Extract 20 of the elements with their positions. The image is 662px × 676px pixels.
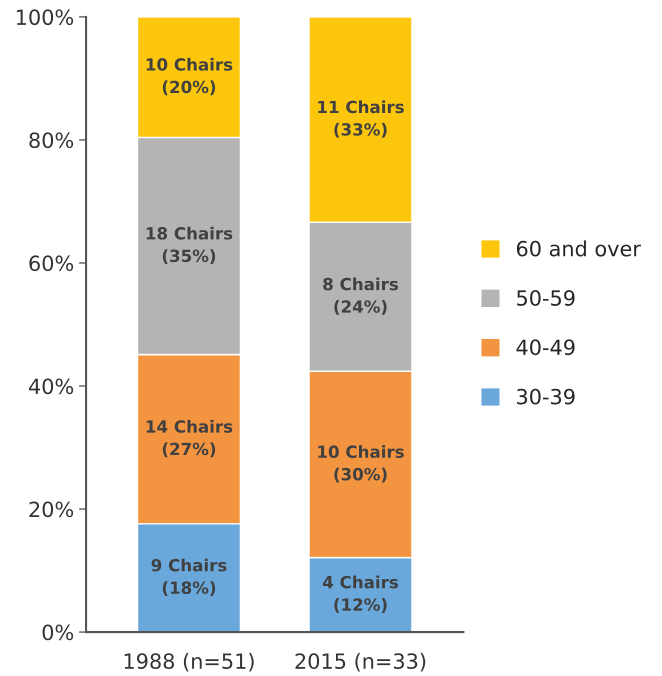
legend-label: 40-49 (516, 339, 575, 356)
data-label: 10 Chairs (20%) (146, 58, 232, 96)
data-label: 4 Chairs (12%) (322, 576, 398, 613)
y-tick-label: 20% (29, 501, 74, 518)
data-label: 8 Chairs (24%) (323, 278, 398, 315)
y-tick-label: 100% (16, 9, 74, 26)
data-label: 18 Chairs (35%) (146, 226, 232, 264)
y-tick-label: 40% (28, 378, 74, 394)
x-tick-label: 2015 (n=33) (295, 652, 426, 672)
x-tick-label: 1988 (n=51) (124, 652, 254, 672)
data-label: 9 Chairs (18%) (152, 558, 226, 596)
y-tick-label: 0% (42, 624, 74, 640)
legend-label: 50-59 (517, 290, 575, 306)
data-label: 11 Chairs (33%) (318, 100, 404, 138)
y-tick-label: 80% (29, 132, 74, 148)
y-tick-label: 60% (29, 255, 74, 272)
data-label: 14 Chairs (27%) (146, 420, 232, 458)
data-label: 10 Chairs (30%) (318, 445, 404, 482)
legend-label: 60 and over (516, 240, 641, 257)
legend-label: 30-39 (517, 388, 575, 405)
